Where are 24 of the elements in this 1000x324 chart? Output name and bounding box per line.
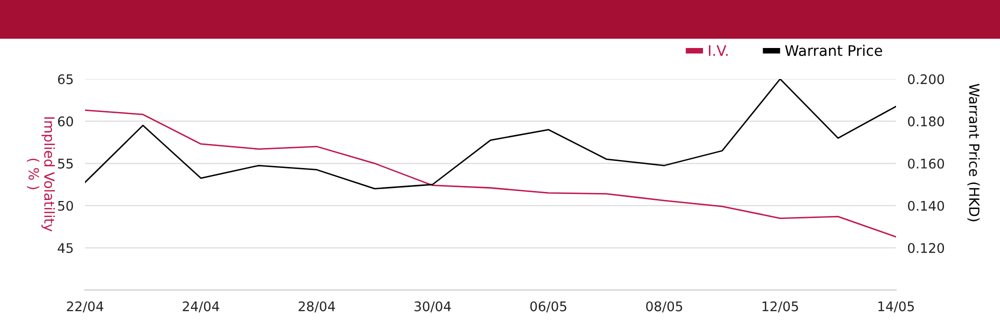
y-tick-label: 60 [58,116,74,126]
y-axis-title: Implied Volatility ( % ) [26,117,55,232]
legend-label: Warrant Price [785,44,882,56]
y-tick-label: 65 [58,74,73,84]
legend-label: I.V. [708,45,728,56]
x-tick-label: 08/05 [646,301,682,312]
y-tick-label: 55 [58,158,73,169]
y2-axis-title: Warrant Price (HKD) [967,84,980,222]
x-tick-label: 14/05 [878,301,914,312]
x-tick-label: 30/04 [414,301,451,312]
y2-tick-label: 0.200 [908,74,944,84]
y2-tick-label: 0.160 [908,158,944,169]
y2-tick-label: 0.120 [908,243,944,253]
y2-tick-label: 0.140 [908,200,944,211]
line-series [85,110,896,238]
line-series [85,79,896,190]
x-tick-label: 06/05 [530,301,566,312]
y-tick-label: 45 [58,243,73,253]
y2-tick-label: 0.180 [908,116,944,126]
x-tick-label: 28/04 [298,301,335,312]
x-tick-label: 12/05 [762,301,798,312]
x-tick-label: 22/04 [66,301,104,312]
x-tick-label: 24/04 [182,301,220,312]
y-tick-label: 50 [58,200,74,211]
